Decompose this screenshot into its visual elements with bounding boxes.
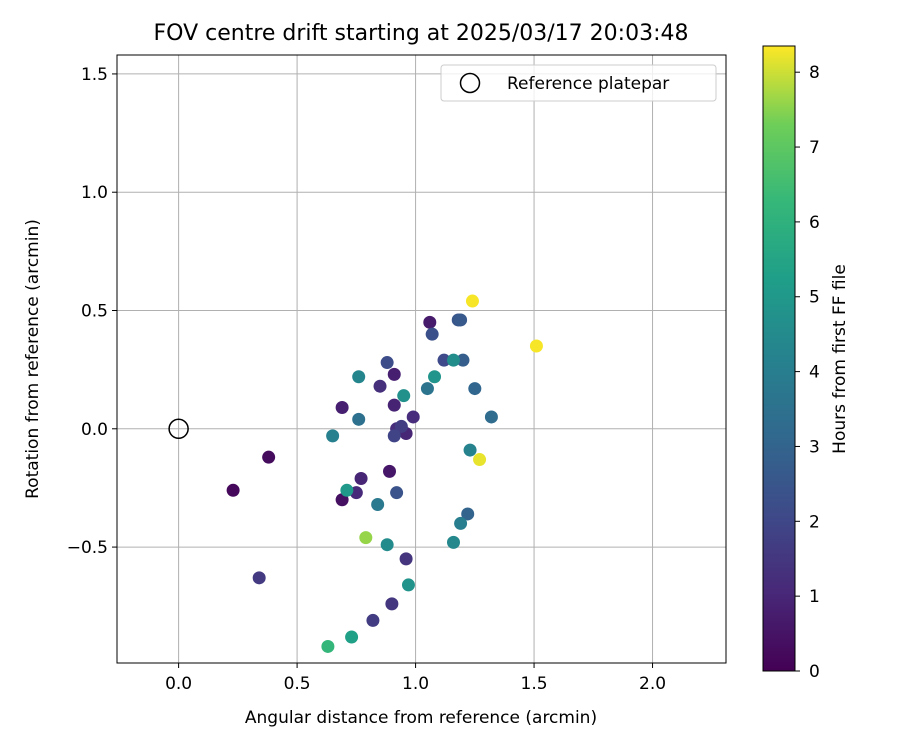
scatter-point: [401, 578, 415, 592]
scatter-point: [359, 531, 373, 545]
scatter-point: [373, 379, 387, 393]
colorbar-gradient: [762, 45, 796, 672]
scatter-point: [437, 353, 451, 367]
colorbar-tick-label: 2: [809, 512, 820, 532]
y-tick-label: 1.0: [81, 183, 108, 203]
legend: Reference platepar: [440, 64, 717, 102]
legend-label: Reference platepar: [507, 74, 669, 94]
scatter-point: [371, 497, 385, 511]
colorbar-ticks: 0 1 2 3 4 5 6 7 8: [795, 63, 820, 682]
scatter-point: [352, 370, 366, 384]
y-tick-label: 0.0: [81, 420, 108, 440]
scatter-point: [456, 353, 470, 367]
x-tick-label: 0.5: [284, 674, 311, 694]
grid: [117, 55, 726, 663]
scatter-point: [326, 429, 340, 443]
data-points: [168, 294, 543, 653]
colorbar-tick-label: 5: [809, 288, 820, 308]
scatter-point: [387, 429, 401, 443]
scatter-point: [387, 367, 401, 381]
scatter-point: [461, 507, 475, 521]
scatter-point: [335, 400, 349, 414]
scatter-point: [397, 389, 411, 403]
colorbar-tick-label: 8: [809, 63, 820, 83]
plot-frame: [116, 54, 727, 664]
scatter-point: [383, 464, 397, 478]
scatter-point: [390, 486, 404, 500]
scatter-point: [406, 410, 420, 424]
scatter-point: [428, 370, 442, 384]
legend-box: [440, 64, 717, 102]
colorbar-tick-label: 3: [809, 437, 820, 457]
x-tick-label: 1.5: [521, 674, 548, 694]
scatter-point: [321, 639, 335, 653]
scatter-point: [454, 516, 468, 530]
scatter-point: [380, 356, 394, 370]
scatter-point: [529, 339, 543, 353]
legend-marker: [459, 72, 481, 94]
scatter-point: [394, 419, 408, 433]
scatter-point: [423, 315, 437, 329]
scatter-point: [484, 410, 498, 424]
y-tick-label: 1.5: [81, 65, 108, 85]
reference-platepar-marker: [168, 418, 189, 440]
scatter-point: [399, 552, 413, 566]
y-tick-label: −0.5: [67, 538, 108, 558]
scatter-point: [380, 538, 394, 552]
scatter-point: [354, 471, 368, 485]
colorbar-tick-label: 6: [809, 213, 820, 233]
x-axis-ticks: 0.0 0.5 1.0 1.5 2.0: [165, 663, 666, 694]
y-tick-label: 0.5: [81, 302, 108, 322]
scatter-point: [463, 443, 477, 457]
scatter-point: [425, 327, 439, 341]
scatter-point: [420, 382, 434, 396]
y-axis-label: Rotation from reference (arcmin): [23, 219, 43, 499]
scatter-point: [352, 412, 366, 426]
chart-title: FOV centre drift starting at 2025/03/17 …: [154, 21, 689, 46]
x-axis-label: Angular distance from reference (arcmin): [245, 708, 597, 728]
scatter-point: [446, 535, 460, 549]
scatter-point: [465, 294, 479, 308]
colorbar-tick-label: 1: [809, 587, 820, 607]
colorbar-tick-label: 7: [809, 138, 820, 158]
scatter-point: [262, 450, 276, 464]
scatter-point: [468, 382, 482, 396]
scatter-point: [473, 453, 487, 467]
x-tick-label: 2.0: [639, 674, 666, 694]
scatter-point: [252, 571, 266, 585]
x-tick-label: 1.0: [402, 674, 429, 694]
colorbar-label: Hours from first FF file: [830, 264, 850, 454]
scatter-point: [345, 630, 359, 644]
scatter-point: [385, 597, 399, 611]
scatter-point: [446, 353, 460, 367]
scatter-point: [454, 313, 468, 327]
colorbar-tick-label: 4: [809, 363, 820, 383]
scatter-point: [340, 483, 354, 497]
colorbar: 0 1 2 3 4 5 6 7 8 Hours from first FF file: [762, 45, 850, 682]
scatter-point: [226, 483, 240, 497]
colorbar-tick-label: 0: [809, 662, 820, 682]
x-tick-label: 0.0: [165, 674, 192, 694]
y-axis-ticks: −0.5 0.0 0.5 1.0 1.5: [67, 65, 117, 558]
scatter-point: [387, 398, 401, 412]
scatter-point: [366, 613, 380, 627]
